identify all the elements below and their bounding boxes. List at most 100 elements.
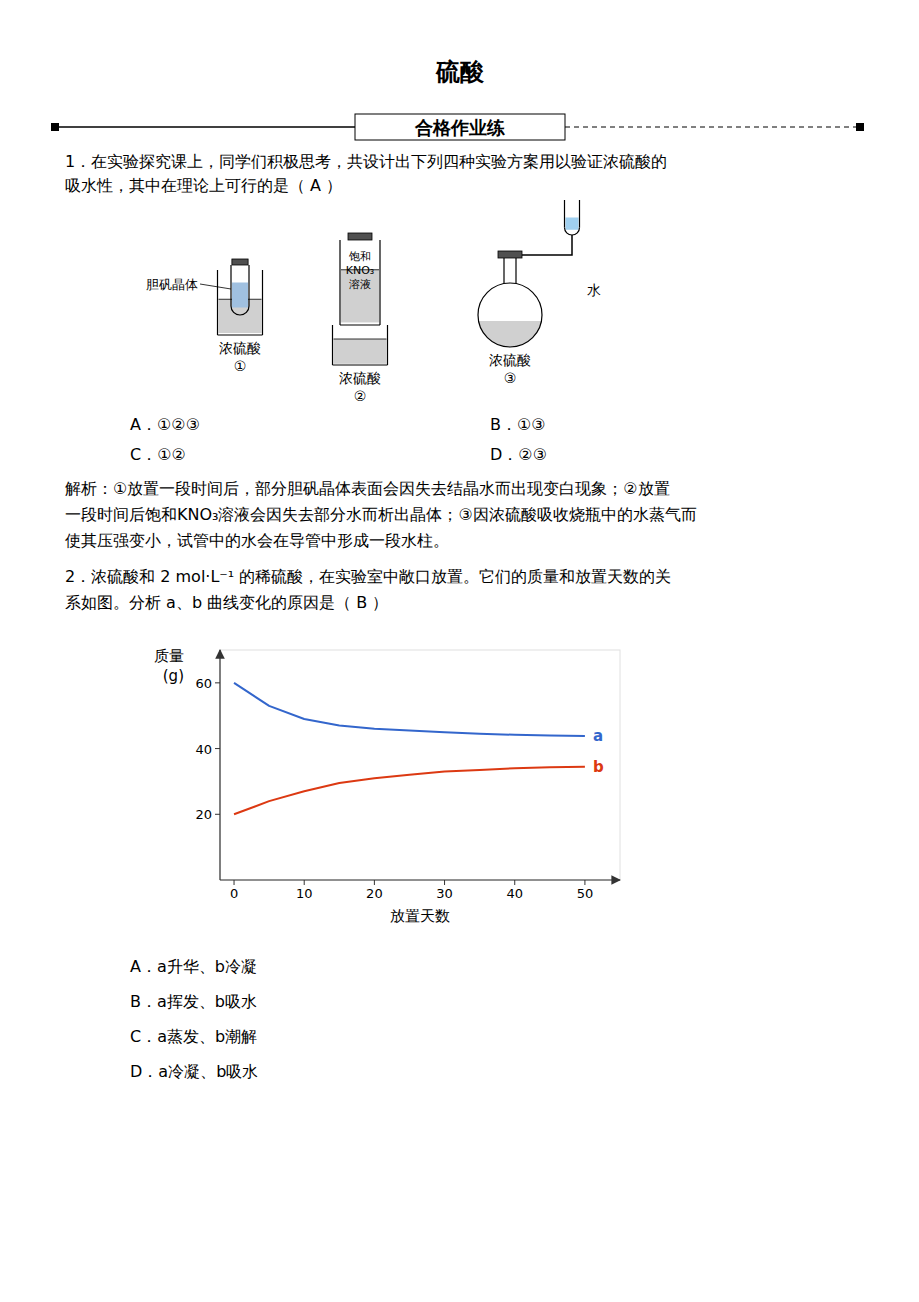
x-axis xyxy=(220,879,620,880)
liquid-surface xyxy=(334,339,387,340)
question-text-line: 吸水性，其中在理论上可行的是（ A ） xyxy=(65,176,342,195)
question-text-line: 2．浓硫酸和 2 mol·L⁻¹ 的稀硫酸，在实验室中敞口放置。它们的质量和放置… xyxy=(65,567,671,586)
liquid xyxy=(334,339,387,364)
y-axis xyxy=(219,650,220,880)
section-box xyxy=(355,114,565,140)
x-tick-label: 10 xyxy=(296,886,313,901)
water xyxy=(566,218,579,230)
line xyxy=(234,767,585,815)
x-tick xyxy=(584,880,585,885)
label-leader xyxy=(200,284,231,289)
apparatus-line xyxy=(503,258,504,283)
option: D．②③ xyxy=(490,445,547,464)
line-label-line: b xyxy=(593,758,604,776)
flask xyxy=(478,283,542,347)
question-text-line: 系如图。分析 a、b 曲线变化的原因是（ B ） xyxy=(65,593,388,612)
option-line: B．①③ xyxy=(490,415,546,434)
apparatus-label-line: KNO₃ xyxy=(346,264,375,277)
page: 硫酸合格作业练 1．在实验探究课上，同学们积极思考，共设计出下列四种实验方案用以验… xyxy=(0,0,919,1302)
analysis: 解析：①放置一段时间后，部分胆矾晶体表面会因失去结晶水而出现变白现象；②放置一段… xyxy=(65,479,697,550)
divider-end xyxy=(51,123,59,131)
apparatus xyxy=(200,200,580,365)
y-tick xyxy=(215,748,220,749)
analysis-line: 解析：①放置一段时间后，部分胆矾晶体表面会因失去结晶水而出现变白现象；②放置 xyxy=(65,479,670,498)
apparatus-label-line: 浓硫酸 xyxy=(219,340,261,356)
line-label: b xyxy=(593,758,604,776)
line-label-line: a xyxy=(593,727,603,745)
question-text: 1．在实验探究课上，同学们积极思考，共设计出下列四种实验方案用以验证浓硫酸的吸水… xyxy=(65,152,667,195)
x-tick-label-line: 30 xyxy=(436,886,453,901)
background xyxy=(0,0,919,1302)
apparatus-line xyxy=(387,325,388,365)
y-tick-label: 60 xyxy=(195,675,212,690)
x-tick-label: 50 xyxy=(577,886,594,901)
x-axis-label: 放置天数 xyxy=(390,907,450,925)
x-tick-label-line: 50 xyxy=(577,886,594,901)
apparatus-line xyxy=(332,325,333,365)
section-title-line: 合格作业练 xyxy=(414,117,505,138)
y-tick xyxy=(215,814,220,815)
title-line: 硫酸 xyxy=(435,58,485,86)
option-line: D．②③ xyxy=(490,445,547,464)
apparatus-label: 水 xyxy=(587,282,601,298)
divider-left xyxy=(55,126,355,128)
option: C．①② xyxy=(130,445,186,464)
apparatus-label-line: 胆矾晶体 xyxy=(146,277,198,292)
x-tick-label: 20 xyxy=(366,886,383,901)
x-tick xyxy=(234,880,235,885)
liquid xyxy=(341,270,379,323)
glass-tube xyxy=(522,235,572,255)
option-line: B．a挥发、b吸水 xyxy=(130,992,257,1011)
tube-bottom xyxy=(565,228,580,236)
apparatus-label: 浓硫酸 xyxy=(489,352,531,368)
option-line: C．①② xyxy=(130,445,186,464)
liquid xyxy=(479,321,542,347)
option: D．a冷凝、b吸水 xyxy=(130,1062,258,1081)
option: A．①②③ xyxy=(130,415,200,434)
apparatus-number-line: ① xyxy=(234,358,247,374)
option: B．a挥发、b吸水 xyxy=(130,992,257,1011)
apparatus-line xyxy=(340,324,380,325)
question-text-line: 1．在实验探究课上，同学们积极思考，共设计出下列四种实验方案用以验证浓硫酸的 xyxy=(65,152,667,171)
option-line: A．①②③ xyxy=(130,415,200,434)
option-line: D．a冷凝、b吸水 xyxy=(130,1062,258,1081)
apparatus-label-line: 浓硫酸 xyxy=(339,370,381,386)
apparatus-label: 胆矾晶体 xyxy=(146,277,198,292)
stopper xyxy=(498,251,522,258)
x-tick-label-line: 0 xyxy=(230,886,238,901)
apparatus-line xyxy=(515,258,516,283)
option: C．a蒸发、b潮解 xyxy=(130,1027,257,1046)
apparatus-line xyxy=(217,270,218,335)
plot-frame xyxy=(220,650,620,880)
option-line: A．a升华、b冷凝 xyxy=(130,957,257,976)
y-tick-label: 20 xyxy=(195,807,212,822)
apparatus-line xyxy=(218,334,263,335)
section-title: 合格作业练 xyxy=(414,117,505,138)
x-tick xyxy=(374,880,375,885)
apparatus-label-line: 饱和 xyxy=(348,250,371,263)
apparatus-label-line: 溶液 xyxy=(349,278,371,291)
apparatus-line xyxy=(379,240,380,325)
x-axis-label-line: 放置天数 xyxy=(390,907,450,925)
question-text: 2．浓硫酸和 2 mol·L⁻¹ 的稀硫酸，在实验室中敞口放置。它们的质量和放置… xyxy=(65,567,671,612)
x-tick-label: 40 xyxy=(506,886,523,901)
y-tick-label-line: 60 xyxy=(195,675,212,690)
apparatus-label-line: 浓硫酸 xyxy=(489,352,531,368)
apparatus-line xyxy=(333,364,388,365)
x-tick-label: 0 xyxy=(230,886,238,901)
divider-right xyxy=(565,127,860,128)
option: B．①③ xyxy=(490,415,546,434)
x-tick-label-line: 20 xyxy=(366,886,383,901)
option-line: C．a蒸发、b潮解 xyxy=(130,1027,257,1046)
stopper xyxy=(348,233,372,240)
apparatus-line xyxy=(262,270,263,335)
apparatus-number: ② xyxy=(354,388,367,404)
apparatus-number: ① xyxy=(234,358,247,374)
apparatus-line xyxy=(564,200,565,228)
apparatus-number: ③ xyxy=(504,370,517,386)
chart: 01020304050204060放置天数质量(g)ab xyxy=(154,647,620,925)
apparatus-label: 浓硫酸 xyxy=(339,370,381,386)
y-tick-label: 40 xyxy=(195,741,212,756)
plot-area xyxy=(234,683,585,814)
x-tick xyxy=(304,880,305,885)
